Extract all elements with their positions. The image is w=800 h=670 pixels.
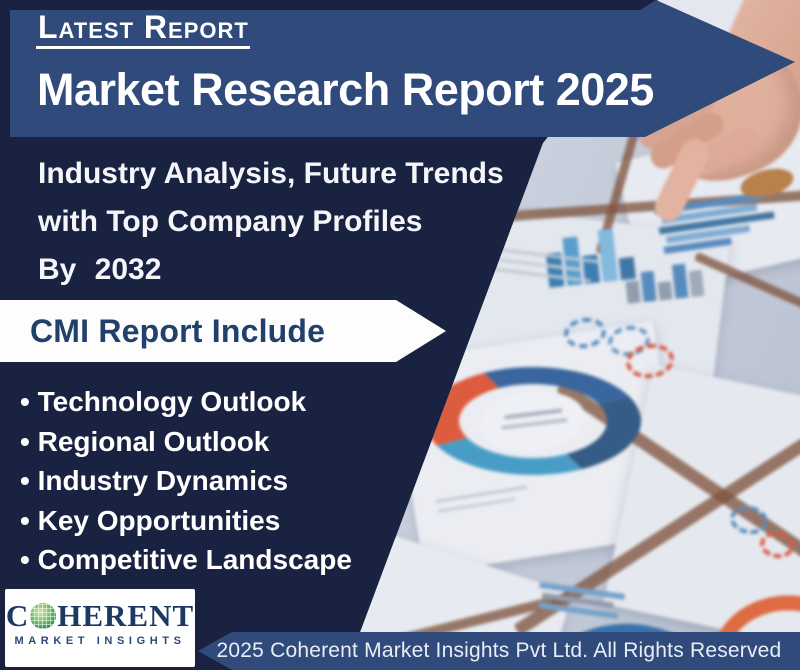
list-item: Key Opportunities — [20, 501, 352, 541]
eyebrow-underline — [36, 46, 250, 49]
cmi-banner-label: CMI Report Include — [30, 313, 326, 349]
logo-letters-herent: HERENT — [57, 598, 195, 633]
subtitle-line-3: By 2032 — [38, 253, 162, 286]
list-item: Industry Dynamics — [20, 461, 352, 501]
cmi-arrow-banner: CMI Report Include — [0, 300, 446, 362]
logo-letter-c: C — [5, 598, 30, 633]
footer-text: 2025 Coherent Market Insights Pvt Ltd. A… — [216, 639, 782, 662]
logo-box: C HERENT MARKET INSIGHTS — [5, 589, 195, 667]
logo-wordmark: C HERENT — [5, 600, 195, 632]
list-item: Competitive Landscape — [20, 540, 352, 580]
list-item: Regional Outlook — [20, 422, 352, 462]
subtitle: Industry Analysis, Future Trends with To… — [38, 150, 504, 294]
subtitle-line-1: Industry Analysis, Future Trends — [38, 157, 504, 190]
footer-ribbon: 2025 Coherent Market Insights Pvt Ltd. A… — [198, 632, 800, 670]
eyebrow-text: Latest Report — [38, 9, 249, 45]
subtitle-line-2: with Top Company Profiles — [38, 205, 423, 238]
logo-subtitle: MARKET INSIGHTS — [14, 635, 186, 647]
main-title: Market Research Report 2025 — [37, 64, 654, 115]
list-item: Technology Outlook — [20, 382, 352, 422]
report-includes-list: Technology Outlook Regional Outlook Indu… — [20, 382, 352, 580]
globe-icon — [30, 603, 57, 629]
